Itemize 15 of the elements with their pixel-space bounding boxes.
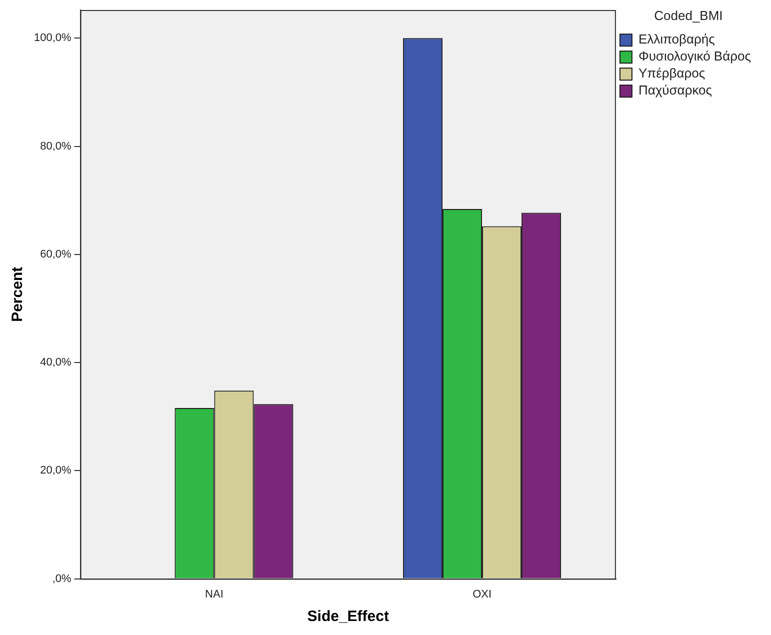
legend-label: Υπέρβαρος	[638, 66, 706, 81]
y-tick-label: 60,0%	[40, 248, 72, 260]
legend-label: Φυσιολογικό Βάρος	[638, 48, 752, 64]
legend-label: Παχύσαρκος	[638, 82, 712, 98]
x-axis-title: Side_Effect	[307, 608, 389, 626]
legend-label: Ελλιποβαρής	[638, 32, 715, 47]
y-tick-label: 80,0%	[40, 140, 72, 152]
x-tick-label: OXI	[472, 588, 492, 600]
legend-title: Coded_BMI	[654, 8, 723, 24]
y-tick-label: 100,0%	[34, 32, 72, 44]
y-tick-label: 20,0%	[40, 464, 72, 477]
y-tick-label: 40,0%	[40, 356, 72, 369]
y-axis-title: Percent	[9, 266, 26, 322]
y-tick-label: ,0%	[52, 572, 72, 585]
x-tick-label: NAI	[205, 588, 224, 600]
